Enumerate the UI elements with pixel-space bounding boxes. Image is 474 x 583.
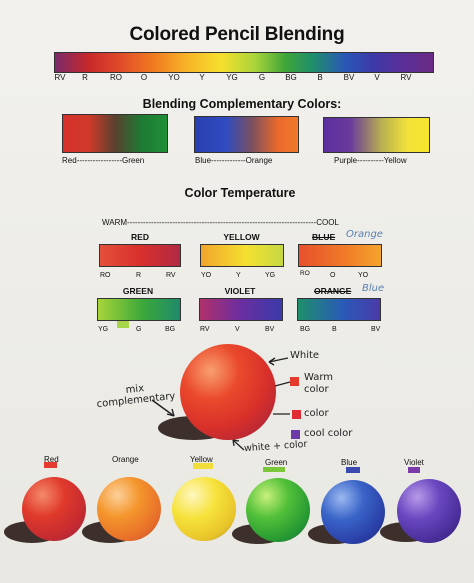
spectrum-label: BV bbox=[343, 73, 355, 82]
tick-label: O bbox=[330, 272, 336, 279]
tick-label: YG bbox=[98, 326, 109, 333]
page-title: Colored Pencil Blending bbox=[129, 24, 345, 45]
arrow-to-shadow-icon bbox=[151, 399, 175, 417]
yellow-ball bbox=[172, 477, 236, 541]
arrow-bottom-icon bbox=[232, 439, 245, 451]
orange-correction-note: Orange bbox=[346, 229, 383, 240]
blue-orange-blend-swatch bbox=[194, 116, 299, 153]
white-note: White bbox=[290, 350, 320, 361]
spectrum-label: YO bbox=[168, 73, 180, 82]
complementary-caption: Red-----------------Green bbox=[62, 156, 145, 165]
color-spectrum-bar bbox=[54, 52, 434, 73]
tick-label: BG bbox=[300, 326, 311, 333]
tick-label: YO bbox=[201, 272, 212, 279]
violet-ball bbox=[397, 479, 461, 543]
complementary-caption: Blue-------------Orange bbox=[195, 156, 273, 165]
red-label-swatch bbox=[44, 462, 57, 468]
tick-label: V bbox=[235, 326, 240, 333]
spectrum-label: G bbox=[258, 73, 266, 82]
note-line: Warm bbox=[304, 372, 334, 383]
spectrum-label: O bbox=[140, 73, 148, 82]
blue-temperature-swatch bbox=[297, 298, 381, 321]
orange-box-label-crossed: ORANGE bbox=[314, 286, 352, 296]
tick-label: RV bbox=[200, 326, 210, 333]
orange-temperature-swatch bbox=[298, 244, 382, 267]
yellow-box-label: YELLOW bbox=[223, 232, 260, 242]
blue-ball bbox=[321, 480, 385, 544]
violet-box-label: VIOLET bbox=[224, 286, 256, 296]
tick-label: RO bbox=[100, 272, 111, 279]
spectrum-label: B bbox=[317, 73, 323, 82]
spectrum-label: RV bbox=[54, 73, 66, 82]
tick-label: RO bbox=[300, 270, 310, 277]
arrow-color-icon bbox=[273, 413, 290, 415]
warm-color-note: Warm color bbox=[304, 372, 333, 396]
color-swatch bbox=[292, 410, 301, 419]
ball-label-green: Green bbox=[265, 458, 288, 467]
spectrum-label: RO bbox=[110, 73, 122, 82]
ball-label-blue: Blue bbox=[341, 458, 358, 467]
cool-color-swatch bbox=[291, 430, 300, 439]
ball-label-violet: Violet bbox=[404, 458, 424, 467]
orange-ball bbox=[97, 477, 161, 541]
green-ball bbox=[246, 478, 310, 542]
tick-label: R bbox=[136, 272, 142, 279]
tick-label: RV bbox=[166, 272, 176, 279]
tick-label: YG bbox=[265, 272, 276, 279]
tick-label: YO bbox=[358, 272, 369, 279]
color-note: color bbox=[304, 408, 329, 419]
yellow-green-mark bbox=[117, 321, 129, 328]
violet-temperature-swatch bbox=[199, 298, 283, 321]
ball-label-orange: Orange bbox=[112, 455, 139, 464]
note-line: color bbox=[304, 384, 329, 395]
blue-correction-note: Blue bbox=[362, 283, 385, 294]
tick-label: Y bbox=[236, 272, 241, 279]
red-box-label: RED bbox=[131, 232, 149, 242]
cool-color-note: cool color bbox=[304, 428, 353, 439]
yellow-temperature-swatch bbox=[200, 244, 284, 267]
purple-yellow-blend-swatch bbox=[323, 117, 430, 153]
arrow-warm-icon bbox=[274, 381, 291, 387]
ball-label-yellow: Yellow bbox=[190, 455, 213, 464]
color-temperature-heading: Color Temperature bbox=[184, 186, 296, 200]
spectrum-label: RV bbox=[400, 73, 412, 82]
tick-label: BV bbox=[371, 326, 381, 333]
white-plus-color-note: white + color bbox=[243, 438, 308, 455]
green-temperature-swatch bbox=[97, 298, 181, 321]
green-label-swatch bbox=[263, 467, 285, 472]
arrow-white-icon bbox=[268, 357, 289, 366]
spectrum-label: Y bbox=[199, 73, 205, 82]
red-green-blend-swatch bbox=[62, 114, 168, 153]
large-red-sphere bbox=[180, 344, 276, 440]
yellow-label-swatch bbox=[193, 463, 213, 469]
spectrum-label: BG bbox=[285, 73, 297, 82]
warm-color-swatch bbox=[290, 377, 299, 386]
spectrum-label: R bbox=[82, 73, 88, 82]
complementary-caption: Purple----------Yellow bbox=[334, 156, 407, 165]
tick-label: B bbox=[332, 326, 337, 333]
ball-label-red: Red bbox=[44, 455, 59, 464]
violet-label-swatch bbox=[408, 467, 420, 473]
tick-label: BG bbox=[165, 326, 176, 333]
red-ball bbox=[22, 477, 86, 541]
green-box-label: GREEN bbox=[122, 286, 154, 296]
tick-label: BV bbox=[265, 326, 275, 333]
red-temperature-swatch bbox=[99, 244, 181, 267]
blue-box-label-crossed: BLUE bbox=[312, 232, 336, 242]
spectrum-label: V bbox=[374, 73, 380, 82]
tick-label: G bbox=[136, 326, 142, 333]
spectrum-label: YG bbox=[226, 73, 238, 82]
warm-cool-scale: WARM------------------------------------… bbox=[102, 218, 339, 227]
complementary-heading: Blending Complementary Colors: bbox=[142, 97, 342, 111]
blue-label-swatch bbox=[346, 467, 360, 473]
